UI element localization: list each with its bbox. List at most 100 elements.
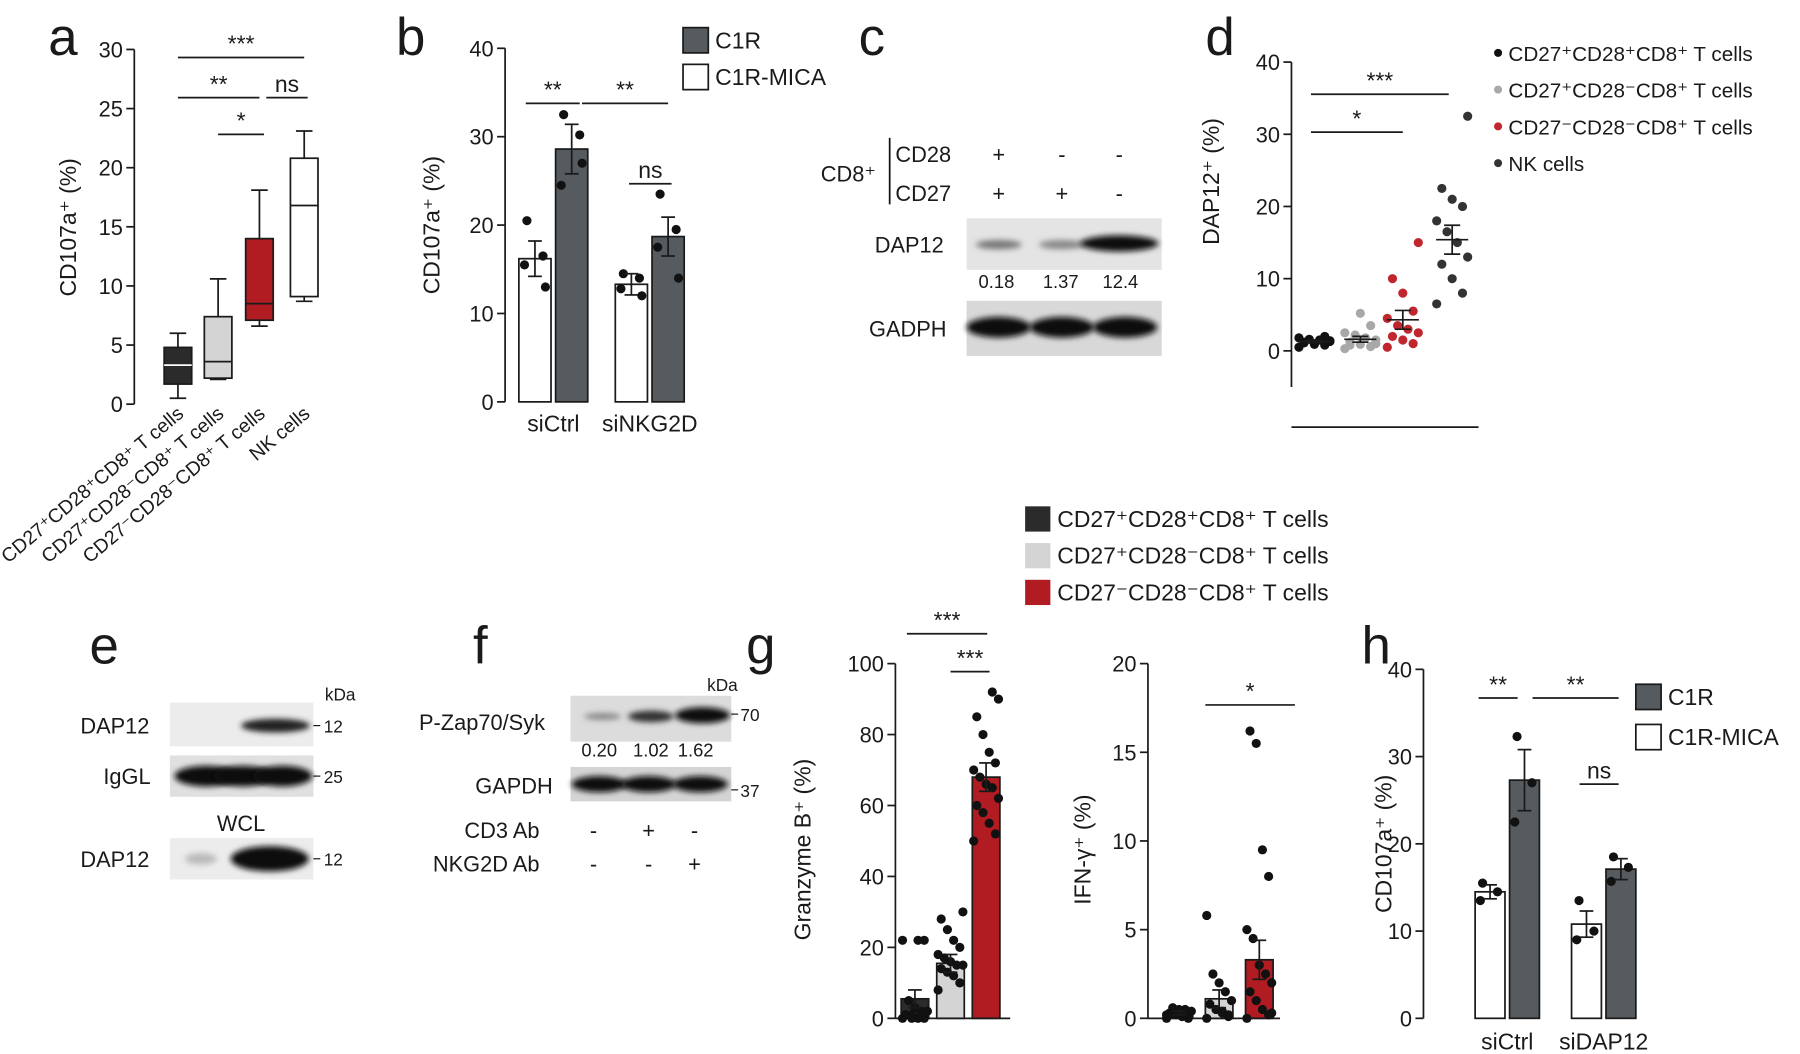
significance-label: ns	[275, 71, 299, 97]
quantification: 0.18	[979, 271, 1015, 292]
y-tick-label: 20	[469, 213, 493, 238]
data-point	[897, 935, 908, 945]
data-point	[637, 291, 647, 301]
y-tick-label: 20	[1388, 832, 1412, 857]
data-point	[933, 949, 943, 960]
data-point	[1226, 995, 1237, 1006]
legend-marker	[1634, 683, 1662, 711]
data-point	[901, 1010, 911, 1020]
panel-label: g	[746, 617, 775, 676]
data-point	[616, 284, 626, 294]
data-point	[653, 242, 663, 252]
data-point	[1408, 339, 1418, 349]
data-point	[1512, 731, 1522, 742]
data-point	[969, 836, 979, 846]
data-point	[969, 765, 979, 775]
blot-label: DAP12	[80, 714, 149, 739]
data-point	[1398, 288, 1408, 298]
data-point	[1223, 1011, 1234, 1022]
data-point	[936, 964, 946, 974]
data-point	[1475, 895, 1485, 906]
data-point	[1161, 1010, 1172, 1020]
data-point	[1360, 333, 1371, 343]
y-tick-label: 30	[1256, 122, 1280, 147]
sign: -	[1058, 142, 1065, 167]
significance-label: ***	[1366, 67, 1393, 93]
data-point	[1245, 726, 1255, 736]
band	[1038, 240, 1085, 250]
data-point	[559, 110, 569, 120]
band	[184, 853, 217, 865]
data-point	[984, 818, 994, 828]
data-point	[1387, 274, 1398, 284]
data-point	[972, 712, 982, 722]
data-point	[1572, 935, 1582, 945]
y-tick-label: 0	[481, 390, 493, 415]
data-point	[1477, 878, 1488, 888]
blot-c: CD8⁺ CD28 CD27 + - - + + - DAP12 0.18 1.…	[821, 137, 1162, 356]
x-tick-label: siCtrl	[1481, 1028, 1533, 1054]
y-tick-label: 0	[111, 392, 123, 417]
legend-marker	[1634, 723, 1662, 751]
blot-label: GAPDH	[475, 773, 553, 798]
quantification: 1.37	[1043, 271, 1079, 292]
x-tick-label: siDAP12	[1559, 1028, 1648, 1054]
marker: 12	[324, 716, 343, 736]
y-tick-label: 40	[1256, 50, 1280, 75]
data-point	[984, 747, 994, 757]
data-point	[1393, 320, 1403, 331]
data-point	[936, 914, 946, 924]
y-axis-label: CD107a⁺ (%)	[1370, 775, 1396, 913]
y-tick-label: 0	[1400, 1006, 1412, 1031]
legend-label: CD27⁺CD28⁻CD8⁺ T cells	[1508, 80, 1752, 103]
data-point	[1432, 216, 1442, 226]
quantification: 1.02	[633, 740, 669, 761]
panel-label: f	[473, 617, 488, 676]
data-point	[1366, 320, 1376, 331]
data-point	[618, 269, 628, 279]
legend-label: C1R	[715, 27, 761, 53]
data-point	[1492, 887, 1503, 897]
data-point	[1340, 328, 1350, 338]
data-point	[955, 978, 965, 988]
data-point	[978, 807, 988, 818]
y-tick-label: 10	[1388, 919, 1412, 944]
y-tick-label: 100	[848, 652, 884, 677]
sign: +	[992, 142, 1005, 167]
marker: 37	[740, 781, 759, 801]
data-point	[955, 942, 965, 952]
data-point	[1257, 1004, 1268, 1015]
sign: -	[645, 851, 652, 876]
data-point	[655, 189, 665, 199]
data-point	[540, 282, 550, 292]
data-point	[634, 273, 645, 283]
data-point	[1447, 194, 1457, 204]
data-point	[1350, 330, 1360, 340]
legend-marker	[1494, 159, 1503, 168]
data-point	[1267, 1008, 1277, 1018]
legend-label: NK cells	[1508, 153, 1584, 176]
sign: +	[642, 818, 655, 843]
legend-label: CD27⁺CD28⁻CD8⁺ T cells	[1057, 543, 1328, 569]
data-point	[1257, 845, 1268, 855]
data-point	[1437, 259, 1447, 269]
box	[203, 315, 233, 380]
data-point	[993, 694, 1004, 704]
significance-label: ns	[638, 157, 662, 183]
y-tick-label: 20	[1256, 195, 1280, 220]
y-axis-label: DAP12⁺ (%)	[1198, 118, 1224, 245]
significance-label: *	[237, 108, 246, 134]
y-tick-label: 20	[1112, 652, 1136, 677]
data-point	[990, 758, 1000, 768]
y-tick-label: 0	[1124, 1006, 1136, 1031]
data-point	[942, 925, 953, 935]
data-point	[1205, 999, 1215, 1009]
legend-marker	[1025, 543, 1051, 569]
marker: 70	[740, 705, 759, 725]
significance-label: ***	[934, 607, 961, 633]
significance-label: ns	[1587, 757, 1611, 783]
significance-label: *	[1246, 678, 1255, 704]
data-point	[975, 772, 985, 782]
bar	[518, 257, 552, 403]
